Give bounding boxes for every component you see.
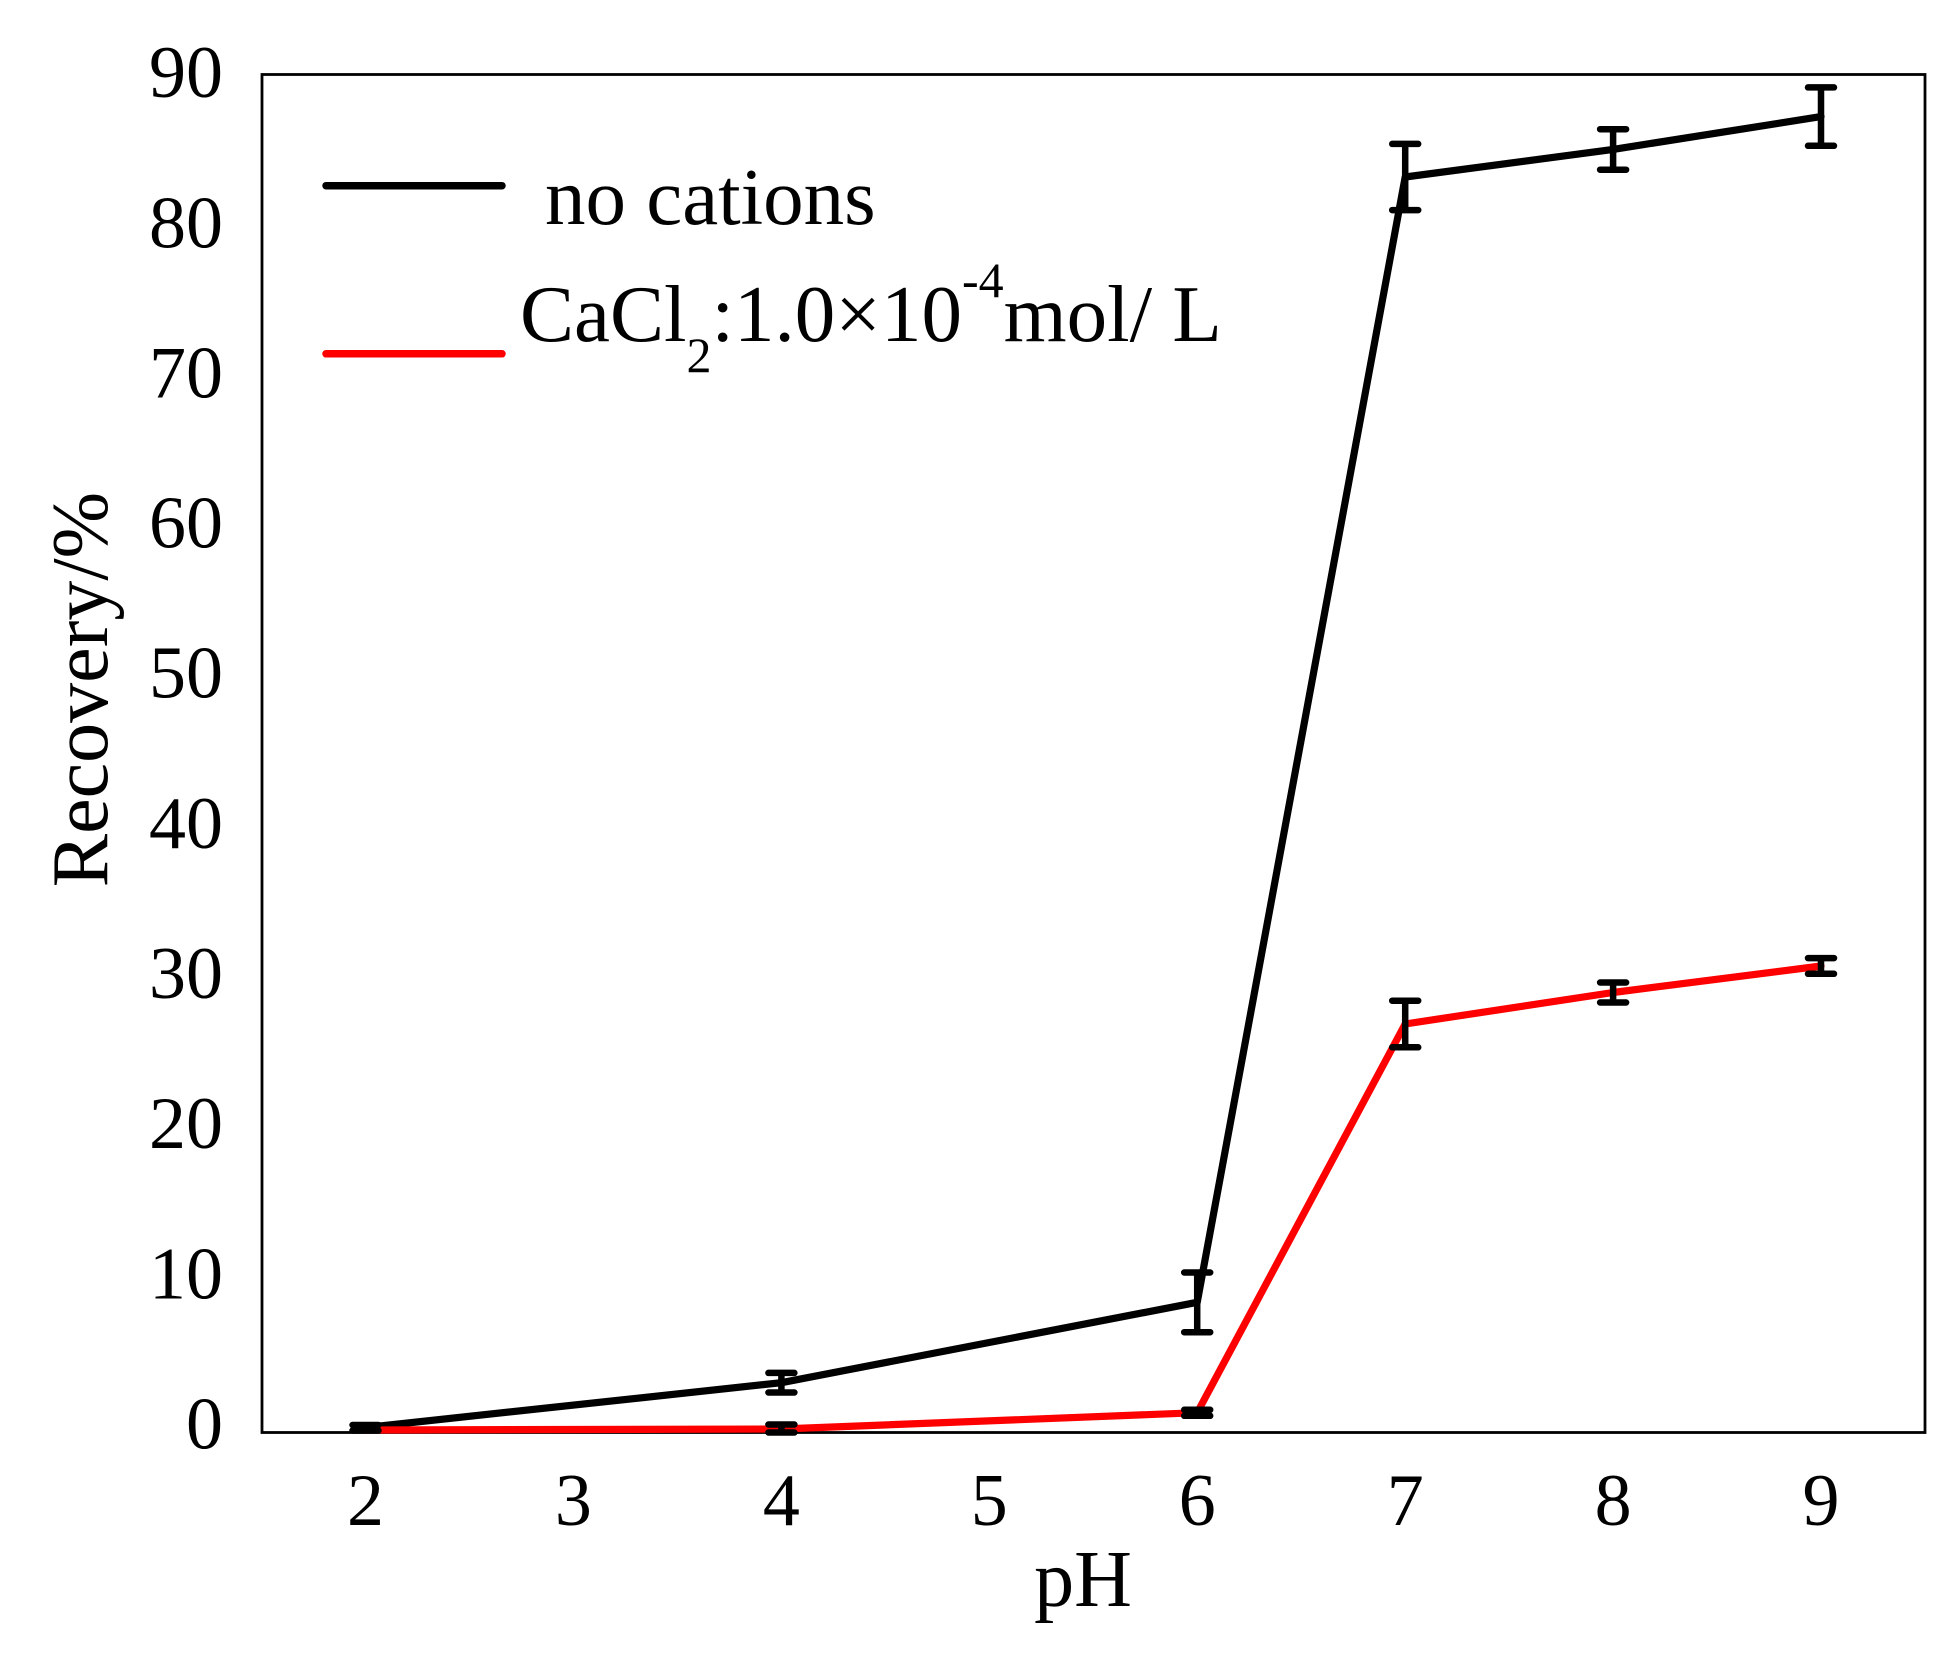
- svg-text:4: 4: [763, 1460, 800, 1542]
- svg-text:8: 8: [1595, 1460, 1632, 1542]
- svg-text:70: 70: [149, 332, 223, 414]
- svg-text:no cations: no cations: [545, 152, 876, 242]
- svg-text:pH: pH: [1034, 1536, 1132, 1624]
- svg-text:3: 3: [555, 1460, 592, 1542]
- svg-text:10: 10: [149, 1233, 223, 1315]
- svg-text:Recovery/%: Recovery/%: [37, 492, 125, 887]
- svg-text:80: 80: [149, 182, 223, 264]
- svg-text:5: 5: [971, 1460, 1008, 1542]
- svg-text:7: 7: [1387, 1460, 1424, 1542]
- svg-text:40: 40: [149, 783, 223, 865]
- svg-text:30: 30: [149, 933, 223, 1015]
- svg-text:90: 90: [149, 32, 223, 114]
- svg-text:6: 6: [1179, 1460, 1216, 1542]
- svg-text:60: 60: [149, 483, 223, 565]
- svg-text:20: 20: [149, 1083, 223, 1165]
- svg-text:2: 2: [347, 1460, 384, 1542]
- svg-text:50: 50: [149, 633, 223, 715]
- svg-text:0: 0: [186, 1384, 223, 1466]
- svg-text:9: 9: [1803, 1460, 1840, 1542]
